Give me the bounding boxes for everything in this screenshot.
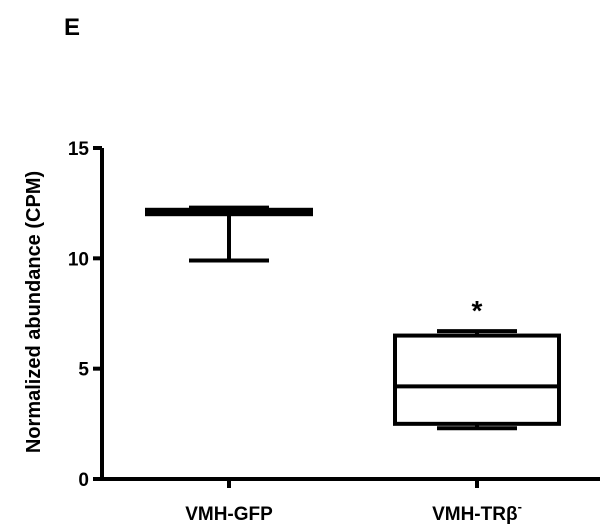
y-axis-title: Normalized abundance (CPM) <box>23 171 45 453</box>
x-axis: VMH-GFP VMH-TRβ- <box>100 477 600 525</box>
boxes <box>145 205 561 431</box>
x-tick-label: VMH-GFP <box>185 504 273 525</box>
y-tick-label: 5 <box>78 360 89 381</box>
x-tick-label: VMH-TRβ- <box>432 499 522 525</box>
y-tick-label: 10 <box>68 249 89 270</box>
panel-label: E <box>64 14 81 41</box>
annotations: * <box>472 295 483 326</box>
y-tick-label: 15 <box>68 139 90 160</box>
box-2 <box>393 329 561 431</box>
box-1 <box>145 205 313 263</box>
significance-marker: * <box>472 295 483 326</box>
y-axis: 0 5 10 15 <box>68 139 104 491</box>
y-tick-label: 0 <box>78 470 89 491</box>
box-rect <box>393 333 561 426</box>
